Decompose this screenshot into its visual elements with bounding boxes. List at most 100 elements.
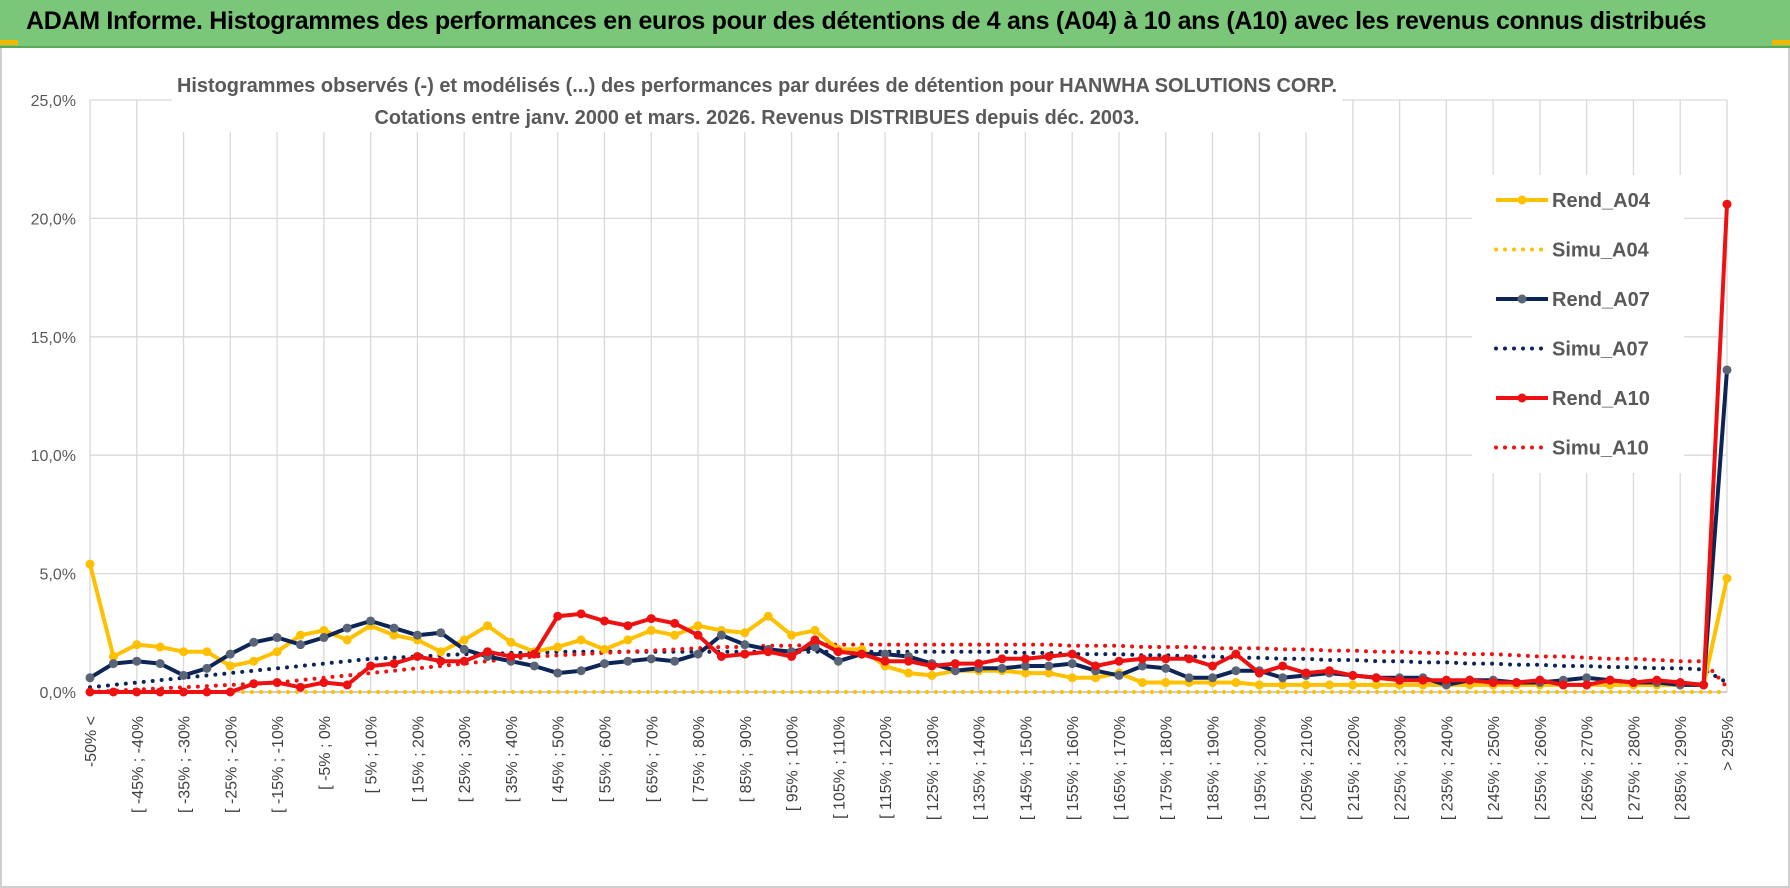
data-point xyxy=(1395,675,1405,685)
data-point xyxy=(179,670,189,680)
data-point xyxy=(1044,651,1054,661)
data-point xyxy=(1722,573,1732,583)
data-point xyxy=(108,659,118,669)
report-title: ADAM Informe. Histogrammes des performan… xyxy=(26,7,1707,35)
data-point xyxy=(576,635,586,645)
data-point xyxy=(997,663,1007,673)
data-point xyxy=(436,647,446,657)
data-point xyxy=(1652,675,1662,685)
data-point xyxy=(179,687,189,697)
data-point xyxy=(927,661,937,671)
data-point xyxy=(599,644,609,654)
data-point xyxy=(1208,661,1218,671)
series-rend-a04 xyxy=(85,559,1732,690)
data-point xyxy=(529,661,539,671)
data-point xyxy=(1628,678,1638,688)
data-point xyxy=(1722,365,1732,375)
x-tick-label: [ 105% ; 110% xyxy=(831,716,848,819)
chart-title: Histogrammes observés (-) et modélisés (… xyxy=(177,75,1337,97)
x-tick-label: [ 145% ; 150% xyxy=(1018,716,1035,820)
x-tick-label: [ 85% ; 90% xyxy=(738,716,755,802)
data-point xyxy=(1605,675,1615,685)
x-tick-label: [ 215% ; 220% xyxy=(1346,716,1363,820)
data-point xyxy=(833,647,843,657)
data-point xyxy=(1184,654,1194,664)
series-simu-a07 xyxy=(88,649,1729,690)
data-point xyxy=(483,621,493,631)
data-point xyxy=(1091,661,1101,671)
data-point xyxy=(132,687,142,697)
x-tick-label: [ 275% ; 280% xyxy=(1626,716,1643,820)
data-point xyxy=(1488,678,1498,688)
x-tick-label: [ 115% ; 120% xyxy=(878,716,895,819)
legend-label: Simu_A10 xyxy=(1552,438,1649,460)
data-point xyxy=(483,647,493,657)
data-point xyxy=(295,682,305,692)
data-point xyxy=(1722,199,1732,209)
data-point xyxy=(436,656,446,666)
legend-label: Rend_A07 xyxy=(1552,289,1650,311)
legend-label: Simu_A07 xyxy=(1552,339,1649,361)
data-point xyxy=(716,630,726,640)
data-point xyxy=(1231,649,1241,659)
y-tick-label: 5,0% xyxy=(40,567,76,584)
data-point xyxy=(646,614,656,624)
x-tick-label: [ 165% ; 170% xyxy=(1112,716,1129,820)
data-point xyxy=(366,661,376,671)
data-point xyxy=(202,663,212,673)
data-point xyxy=(1067,673,1077,683)
data-point xyxy=(1348,670,1358,680)
data-point xyxy=(1161,663,1171,673)
data-point xyxy=(85,687,95,697)
data-point xyxy=(693,621,703,631)
x-tick-label: [ 155% ; 160% xyxy=(1065,716,1082,820)
y-tick-label: 10,0% xyxy=(31,448,76,465)
data-point xyxy=(436,628,446,638)
data-point xyxy=(1020,654,1030,664)
data-point xyxy=(1535,675,1545,685)
data-point xyxy=(670,630,680,640)
data-point xyxy=(179,647,189,657)
data-point xyxy=(295,630,305,640)
data-point xyxy=(1278,673,1288,683)
data-point xyxy=(319,633,329,643)
data-point xyxy=(1067,659,1077,669)
data-point xyxy=(85,673,95,683)
data-point xyxy=(1301,668,1311,678)
data-point xyxy=(1184,673,1194,683)
x-tick-label: [ 195% ; 200% xyxy=(1252,716,1269,820)
data-point xyxy=(693,630,703,640)
data-point xyxy=(1699,680,1709,690)
data-point xyxy=(646,654,656,664)
data-point xyxy=(623,621,633,631)
legend-marker xyxy=(1517,195,1527,205)
x-tick-label: [ 135% ; 140% xyxy=(972,716,989,820)
data-point xyxy=(319,678,329,688)
data-point xyxy=(857,649,867,659)
data-point xyxy=(342,680,352,690)
data-point xyxy=(249,637,259,647)
legend-marker xyxy=(1517,393,1527,403)
data-point xyxy=(1441,675,1451,685)
legend-marker xyxy=(1517,294,1527,304)
data-point xyxy=(1324,666,1334,676)
legend: Rend_A04 Simu_A04 Rend_A07 Simu_A07 Rend_A10… xyxy=(1472,175,1684,473)
y-tick-label: 25,0% xyxy=(31,93,76,110)
data-point xyxy=(670,656,680,666)
x-tick-label: [ 235% ; 240% xyxy=(1439,716,1456,820)
data-point xyxy=(810,625,820,635)
series-rend-a10 xyxy=(85,199,1732,697)
data-point xyxy=(740,649,750,659)
data-point xyxy=(833,656,843,666)
data-point xyxy=(1231,678,1241,688)
y-tick-label: 15,0% xyxy=(31,330,76,347)
data-point xyxy=(1254,668,1264,678)
data-point xyxy=(295,640,305,650)
legend-item-rend-a10: Rend_A10 xyxy=(1496,388,1650,410)
series-simu-a10 xyxy=(88,642,1729,694)
data-point xyxy=(740,640,750,650)
data-point xyxy=(202,647,212,657)
data-point xyxy=(670,618,680,628)
legend-label: Rend_A10 xyxy=(1552,388,1650,410)
